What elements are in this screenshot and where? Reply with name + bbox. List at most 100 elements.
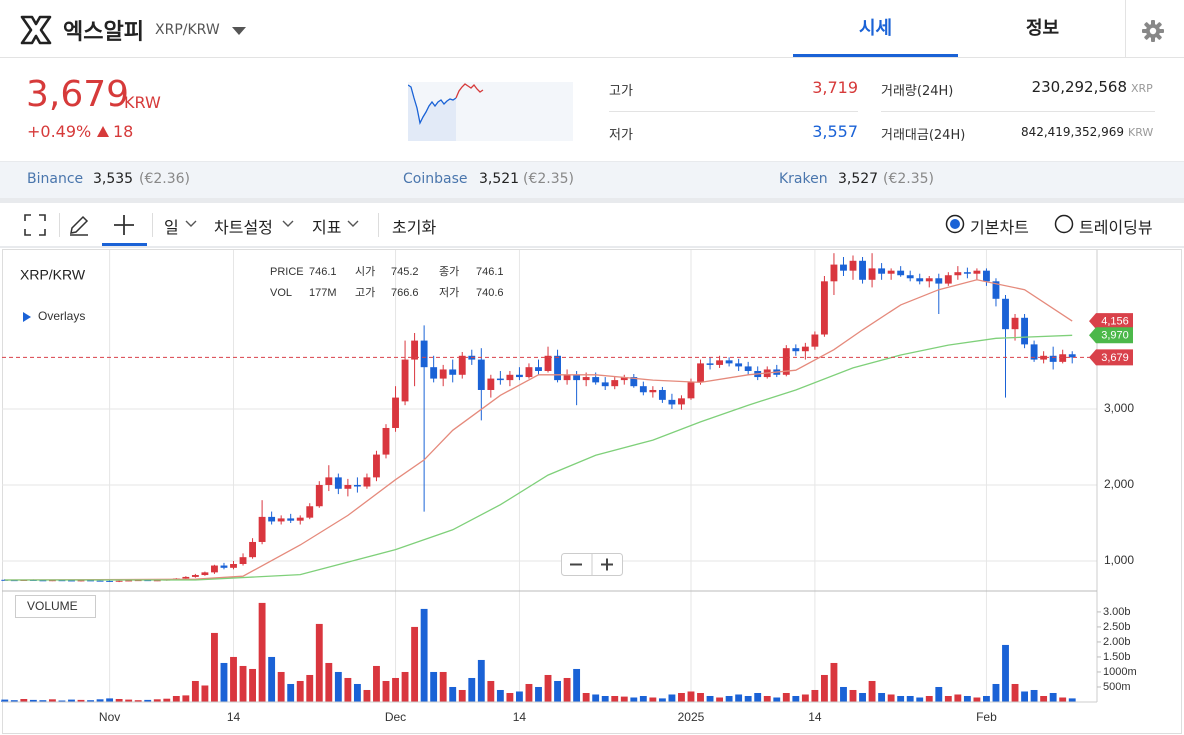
draw-icon[interactable]	[68, 214, 90, 236]
candle-body	[48, 580, 56, 582]
tooltip-value: 177M	[309, 287, 337, 299]
chart-toolbar: 일 차트설정 지표 초기화 기본차트 트레이딩뷰	[0, 203, 1184, 246]
fullscreen-icon[interactable]	[24, 214, 46, 236]
header: 엑스알피 XRP/KRW 시세 정보	[0, 0, 1184, 58]
candle-body	[287, 518, 295, 521]
candle-body	[230, 564, 237, 568]
ma-line	[4, 279, 1073, 581]
indicators[interactable]: 지표	[312, 218, 342, 237]
turnover-unit: KRW	[1128, 126, 1154, 139]
candle-body	[706, 363, 714, 365]
volume-unit: XRP	[1131, 82, 1153, 95]
chart-settings[interactable]: 차트설정	[214, 218, 273, 237]
x-tick-label: Nov	[99, 710, 120, 724]
candle-body	[191, 575, 199, 577]
reset-button[interactable]: 초기화	[392, 218, 437, 237]
candle-body	[601, 382, 609, 387]
volume-bar	[344, 677, 352, 702]
candle-body	[563, 374, 571, 381]
coin-pair: XRP/KRW	[155, 22, 220, 38]
candle-body	[344, 484, 352, 489]
plot	[1, 253, 1097, 702]
change-amount: 18	[113, 122, 134, 141]
candle-body	[268, 516, 276, 522]
candle-body	[430, 367, 438, 379]
tradingview-option[interactable]: 트레이딩뷰	[1079, 218, 1153, 237]
price-badge	[1089, 313, 1133, 330]
candle-body	[801, 346, 809, 352]
y-tick-label: 1,000	[1104, 553, 1134, 567]
volume-bar	[182, 695, 190, 702]
volume-bar	[916, 697, 924, 702]
candle-body	[830, 264, 838, 282]
candle-body	[916, 278, 924, 282]
price-unit: KRW	[124, 93, 161, 112]
logo	[20, 15, 52, 45]
volume-bar	[392, 677, 399, 702]
up-arrow	[97, 126, 109, 137]
candle-body	[678, 398, 685, 405]
candle-body	[935, 278, 943, 284]
volume-bar	[268, 656, 276, 702]
divider	[378, 213, 379, 237]
candle-body	[620, 377, 628, 381]
tab-market[interactable]: 시세	[858, 18, 893, 39]
candle-body	[439, 369, 447, 379]
tooltip-value: 746.1	[476, 266, 504, 278]
volume-bar	[420, 608, 428, 702]
radio-selected[interactable]	[945, 214, 965, 234]
divider	[152, 213, 153, 237]
volume-bar	[458, 689, 466, 702]
volume-bar	[306, 674, 314, 702]
volume-bar	[1059, 697, 1067, 702]
candle-body	[687, 382, 695, 399]
volume-bar	[191, 680, 199, 702]
volume-bar	[373, 665, 380, 702]
candle-body	[611, 380, 619, 387]
volume-bar	[887, 694, 895, 702]
tooltip-label: 시가	[355, 265, 375, 278]
tab-info[interactable]: 정보	[1025, 18, 1060, 39]
volume-bar	[687, 691, 695, 702]
candle-body	[125, 580, 133, 582]
candle-body	[1011, 317, 1019, 330]
volume-bar	[754, 692, 762, 702]
turnover-value: 842,419,352,969	[1020, 125, 1124, 139]
x-tick-label: 14	[227, 710, 241, 724]
candle-body	[515, 374, 523, 378]
volume-bar	[744, 695, 752, 702]
crosshair-icon[interactable]	[112, 213, 136, 237]
chevron	[185, 220, 197, 227]
coin-dropdown[interactable]	[230, 25, 248, 37]
zoom-in[interactable]	[601, 558, 613, 571]
volume-tick-label: 1000m	[1103, 666, 1137, 678]
mini-chart	[408, 82, 573, 141]
candle-body	[658, 389, 666, 400]
price-badge	[1089, 349, 1133, 366]
candle-body	[115, 580, 123, 582]
settings-icon[interactable]	[1142, 20, 1164, 42]
volume-bar	[782, 692, 790, 702]
radio[interactable]	[1054, 214, 1074, 234]
price-badge-label: 3,970	[1101, 330, 1129, 342]
volume-bar	[153, 699, 161, 702]
tooltip-value: 740.6	[476, 287, 504, 299]
volume-bar	[925, 695, 933, 702]
x-tick-label: Dec	[385, 710, 406, 724]
volume-value: 230,292,568	[1031, 78, 1127, 96]
volume-bar	[134, 700, 142, 702]
volume-title: VOLUME	[27, 599, 78, 613]
overlays-toggle[interactable]: Overlays	[38, 309, 85, 323]
period-select[interactable]: 일	[164, 218, 179, 237]
candle-body	[211, 565, 218, 573]
volume-bar	[58, 700, 66, 702]
volume-bar	[1068, 698, 1076, 702]
basic-chart-option[interactable]: 기본차트	[970, 218, 1029, 237]
volume-bar	[296, 680, 304, 702]
candle-body	[906, 275, 914, 279]
candle-body	[735, 363, 743, 367]
volume-bar	[353, 683, 361, 702]
candle-body	[639, 386, 647, 393]
volume-bar	[68, 699, 75, 702]
